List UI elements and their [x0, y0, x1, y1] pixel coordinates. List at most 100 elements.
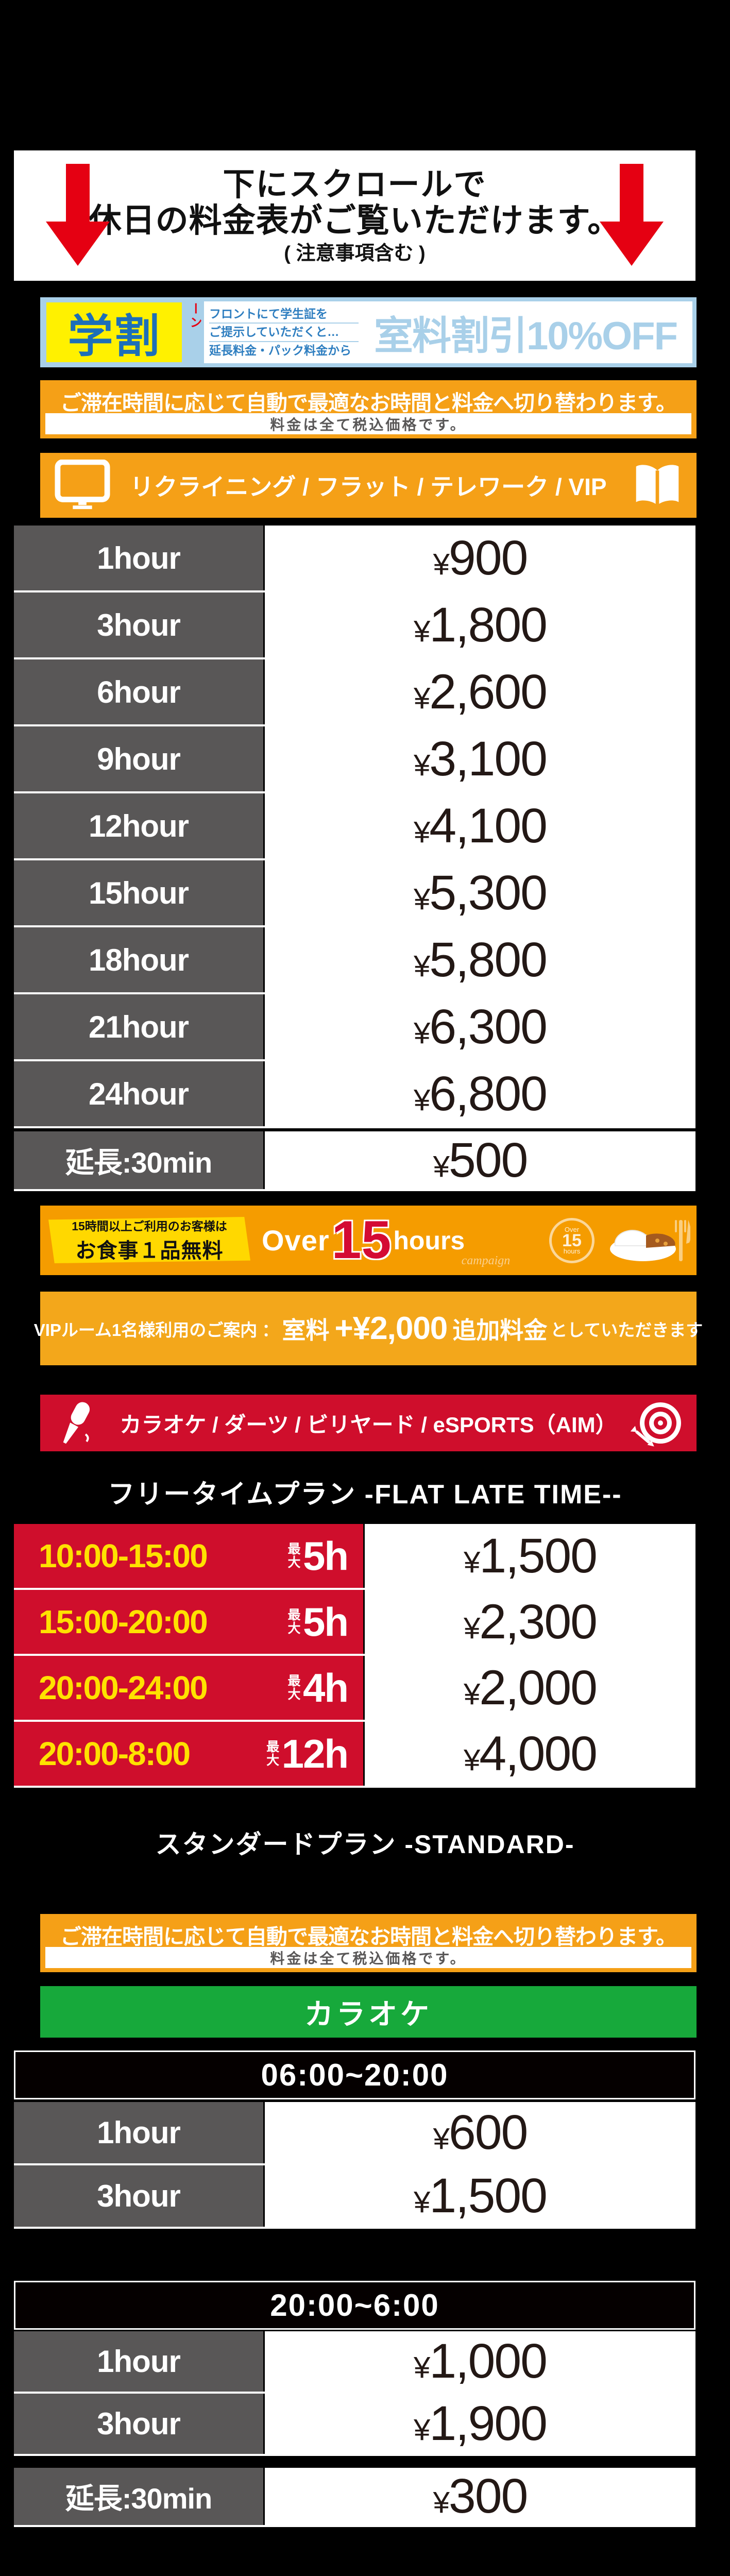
karaoke-section-header: カラオケ — [40, 1986, 697, 2038]
table-row: 18hour ¥5,800 — [14, 927, 695, 994]
price-value: ¥1,800 — [414, 597, 548, 652]
price-value: ¥600 — [433, 2105, 529, 2160]
notice-line3: ( 注意事項含む ) — [284, 242, 426, 264]
down-arrow-icon — [600, 164, 664, 267]
price-value: ¥2,600 — [414, 664, 548, 719]
duration-label: 15hour — [14, 860, 263, 925]
duration-label: 9hour — [14, 726, 263, 791]
max-hours: 5h — [302, 1533, 349, 1579]
karaoke-title: カラオケ — [304, 1997, 432, 2030]
gakuwari-badge: 学割 — [46, 302, 182, 362]
scroll-notice-text: 下にスクロールで 休日の料金表がご覧いただけます。 ( 注意事項含む ) — [89, 167, 621, 265]
games-section-header: カラオケ / ダーツ / ビリヤード / eSPORTS（AIM） — [40, 1395, 697, 1451]
price-value: ¥1,000 — [414, 2334, 548, 2388]
over15-number: 15 — [331, 1210, 392, 1270]
student-discount-banner: 学割 キャンペーン フロントにて学生証を ご提示していただくと… 延長料金・パッ… — [40, 297, 697, 367]
duration-label: 3hour — [14, 592, 263, 657]
duration-label: 3hour — [14, 2394, 263, 2454]
over15-hours-text: hours — [393, 1226, 465, 1255]
time-range: 15:00-20:00 — [39, 1603, 208, 1640]
auto-switch-banner: ご滞在時間に応じて自動で最適なお時間と料金へ切り替わります。 料金は全て税込価格… — [40, 1914, 697, 1972]
price-value: ¥5,300 — [414, 865, 548, 920]
table-row: 3hour ¥1,800 — [14, 592, 695, 659]
time-band-header: 20:00~6:00 — [14, 2281, 695, 2330]
tax-note-text: 料金は全て税込価格です。 — [270, 416, 467, 433]
duration-label: 1hour — [14, 2331, 263, 2392]
over15-ribbon-line1: 15時間以上ご利用のお客様は — [72, 1219, 227, 1233]
freetime-row: 20:00-8:00 最大 12h ¥4,000 — [14, 1722, 695, 1788]
vip-text-room: 室料 — [282, 1316, 330, 1344]
room-header-title: リクライニング / フラット / テレワーク / VIP — [130, 473, 607, 500]
time-range: 20:00-8:00 — [39, 1735, 191, 1772]
price-value: ¥4,000 — [464, 1726, 598, 1781]
time-range: 20:00-24:00 — [39, 1669, 208, 1706]
gakuwari-cond3: 延長料金・パック料金から — [209, 343, 351, 357]
standard-title: スタンダードプラン -STANDARD- — [155, 1830, 575, 1859]
table-row: 9hour ¥3,100 — [14, 726, 695, 793]
vip-text-tail: としていただきます — [550, 1320, 703, 1340]
duration-label: 21hour — [14, 994, 263, 1059]
table-row: 3hour ¥1,500 — [14, 2165, 695, 2229]
max-hours: 4h — [302, 1665, 349, 1710]
duration-label: 3hour — [14, 2165, 263, 2227]
over15-campaign-banner: 15時間以上ご利用のお客様は お食事１品無料 Over 15 hours cam… — [40, 1206, 697, 1275]
tax-note-text: 料金は全て税込価格です。 — [270, 1950, 467, 1967]
table-row: 3hour ¥1,900 — [14, 2394, 695, 2456]
max-label: 最大 — [287, 1541, 301, 1570]
book-icon — [633, 453, 682, 518]
time-range: 10:00-15:00 — [39, 1537, 208, 1574]
price-value: ¥5,800 — [414, 932, 548, 987]
monitor-icon — [55, 453, 110, 518]
duration-label: 1hour — [14, 526, 263, 590]
table-row: 1hour ¥600 — [14, 2102, 695, 2165]
price-value: ¥3,100 — [414, 731, 548, 786]
vip-text-lead: VIPルーム1名様利用のご案内 ： — [33, 1320, 279, 1340]
freetime-row: 20:00-24:00 最大 4h ¥2,000 — [14, 1656, 695, 1722]
price-value: ¥6,300 — [414, 999, 548, 1054]
price-value: ¥900 — [433, 530, 529, 585]
duration-label: 6hour — [14, 659, 263, 724]
gakuwari-conditions: フロントにて学生証を ご提示していただくと… 延長料金・パック料金から — [209, 306, 359, 359]
curry-plate-icon — [603, 1215, 690, 1266]
table-row: 24hour ¥6,800 — [14, 1061, 695, 1128]
price-value: ¥2,300 — [464, 1594, 598, 1649]
scroll-notice: 下にスクロールで 休日の料金表がご覧いただけます。 ( 注意事項含む ) — [14, 150, 695, 281]
max-label: 最大 — [266, 1739, 280, 1768]
extension-row: 延長:30min ¥300 — [14, 2468, 695, 2527]
dartboard-icon — [631, 1395, 682, 1451]
table-row: 15hour ¥5,300 — [14, 860, 695, 927]
duration-label: 1hour — [14, 2102, 263, 2163]
games-header-title: カラオケ / ダーツ / ビリヤード / eSPORTS（AIM） — [120, 1412, 617, 1437]
microphone-icon — [55, 1395, 96, 1451]
room-section-header: リクライニング / フラット / テレワーク / VIP — [40, 453, 697, 518]
vip-text-surcharge: 追加料金 — [452, 1316, 548, 1344]
price-value: ¥300 — [433, 2469, 529, 2523]
over15-ribbon-line2: お食事１品無料 — [75, 1240, 224, 1262]
auto-switch-banner: ご滞在時間に応じて自動で最適なお時間と料金へ切り替わります。 料金は全て税込価格… — [40, 380, 697, 438]
dart-icon — [631, 1426, 654, 1447]
price-value: ¥500 — [433, 1132, 529, 1188]
max-label: 最大 — [287, 1607, 301, 1636]
tax-note: 料金は全て税込価格です。 — [45, 1947, 691, 1968]
over15-ribbon: 15時間以上ご利用のお客様は お食事１品無料 — [48, 1217, 250, 1263]
table-row: 12hour ¥4,100 — [14, 793, 695, 860]
duration-label: 延長:30min — [14, 2468, 263, 2525]
gakuwari-offer: 室料割引10%OFF — [374, 314, 678, 358]
duration-label: 延長:30min — [14, 1131, 263, 1189]
extension-row: 延長:30min ¥500 — [14, 1131, 695, 1191]
price-value: ¥4,100 — [414, 798, 548, 853]
notice-line1: 下にスクロールで — [223, 166, 487, 202]
table-row: 21hour ¥6,300 — [14, 994, 695, 1061]
auto-switch-text: ご滞在時間に応じて自動で最適なお時間と料金へ切り替わります。 — [60, 1925, 677, 1948]
down-arrow-icon — [46, 164, 110, 267]
freetime-row: 10:00-15:00 最大 5h ¥1,500 — [14, 1524, 695, 1590]
notice-line2: 休日の料金表がご覧いただけます。 — [88, 202, 621, 240]
price-value: ¥2,000 — [464, 1660, 598, 1715]
stopwatch-icon: Over 15 hours — [549, 1218, 595, 1263]
over15-over-text: Over — [262, 1224, 330, 1257]
table-row: 1hour ¥900 — [14, 526, 695, 592]
max-hours: 12h — [281, 1731, 349, 1776]
cutlery-icon — [675, 1220, 690, 1261]
gakuwari-cond1: フロントにて学生証を — [209, 306, 359, 324]
